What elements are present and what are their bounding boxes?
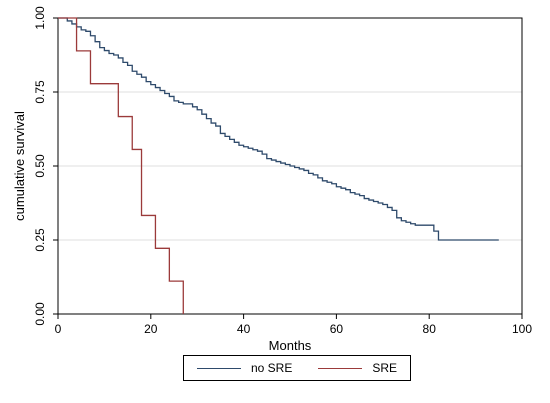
y-tick-label: 0.25 — [33, 228, 47, 252]
x-tick-label: 40 — [237, 322, 251, 336]
y-tick-label: 1.00 — [33, 6, 47, 30]
y-tick-label: 0.00 — [33, 302, 47, 326]
x-tick-label: 80 — [423, 322, 437, 336]
legend-item-no-sre: no SRE — [196, 361, 293, 375]
series-layer — [58, 17, 499, 314]
y-tick-label: 0.75 — [33, 80, 47, 104]
y-tick-label: 0.50 — [33, 154, 47, 178]
ticks: 0.00 0.25 0.50 0.75 1.00 0 20 40 60 80 100 — [33, 6, 532, 336]
series-line-no-sre — [58, 17, 499, 241]
x-tick-label: 0 — [55, 322, 62, 336]
series-line-sre — [58, 17, 184, 314]
legend-label-no-sre: no SRE — [250, 361, 293, 375]
x-tick-label: 60 — [330, 322, 344, 336]
x-tick-label: 100 — [512, 322, 532, 336]
x-axis-label: Months — [269, 338, 312, 353]
x-tick-label: 20 — [144, 322, 158, 336]
legend-label-sre: SRE — [372, 361, 397, 375]
legend-swatch-sre — [318, 367, 363, 369]
legend-swatch-no-sre — [196, 367, 241, 369]
legend-item-sre: SRE — [318, 361, 397, 375]
legend: no SRE SRE — [183, 355, 411, 381]
y-axis-label: cumulative survival — [12, 111, 27, 221]
